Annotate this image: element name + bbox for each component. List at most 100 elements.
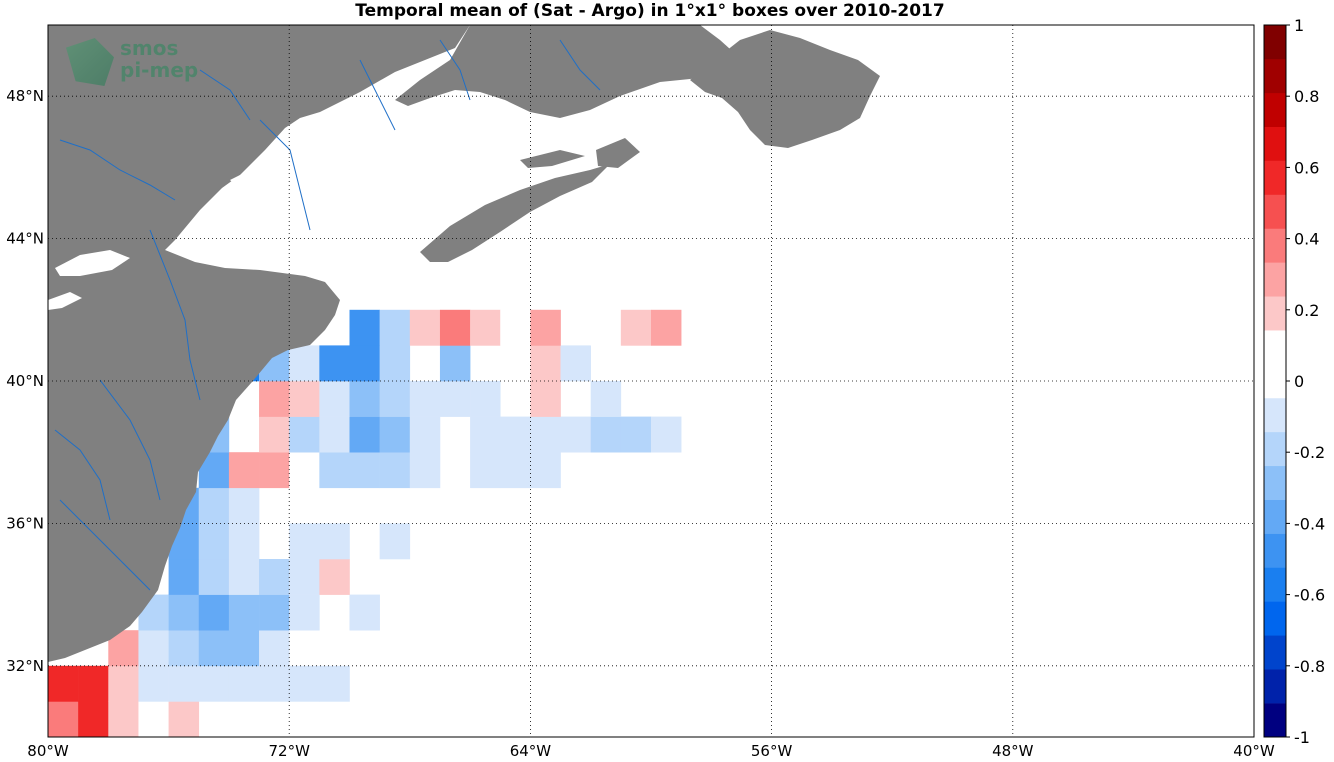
heatmap-cell bbox=[259, 630, 290, 667]
river-7 bbox=[439, 39, 471, 101]
heatmap-cell bbox=[319, 523, 350, 560]
heatmap-cell bbox=[168, 701, 200, 738]
heatmap-cell bbox=[228, 452, 260, 489]
x-tick-label: 72°W bbox=[268, 742, 310, 760]
heatmap-cell bbox=[289, 452, 320, 489]
colorbar-level bbox=[1264, 228, 1286, 263]
heatmap-cell bbox=[349, 416, 380, 453]
north-america-land bbox=[48, 25, 470, 662]
colorbar-level bbox=[1264, 92, 1286, 128]
colorbar-level bbox=[1264, 25, 1286, 60]
river-8 bbox=[559, 39, 601, 91]
heatmap-cell bbox=[439, 309, 471, 346]
heatmap-cell bbox=[259, 416, 290, 453]
heatmap-cell bbox=[470, 309, 501, 346]
heatmap-cell bbox=[48, 701, 79, 738]
river-9 bbox=[199, 69, 251, 121]
heatmap-cell bbox=[198, 594, 230, 631]
x-tick-labels: 80°W 72°W 64°W 56°W 48°W 40°W bbox=[27, 742, 1275, 760]
colorbar-level bbox=[1264, 499, 1286, 534]
heatmap-cell bbox=[409, 309, 441, 346]
heatmap-cell bbox=[138, 665, 169, 702]
heatmap-cell bbox=[620, 416, 652, 453]
river-3 bbox=[99, 379, 161, 501]
rivers bbox=[54, 39, 601, 591]
heatmap-cell bbox=[168, 665, 200, 702]
heatmap-cell bbox=[289, 523, 320, 560]
heatmap-cell bbox=[78, 665, 109, 702]
colorbar-levels bbox=[1264, 25, 1286, 738]
heatmap-cell bbox=[259, 559, 290, 595]
heatmap-cell bbox=[108, 665, 139, 702]
heatmap-cell bbox=[319, 665, 350, 702]
colorbar-level bbox=[1264, 364, 1286, 399]
colorbar-level bbox=[1264, 431, 1286, 467]
colorbar-level bbox=[1264, 160, 1286, 195]
river-2 bbox=[149, 229, 201, 401]
heatmap-cell bbox=[590, 309, 622, 346]
river-5 bbox=[259, 119, 311, 231]
heatmap-cell bbox=[590, 381, 622, 417]
heatmap-cell bbox=[439, 381, 471, 417]
y-tick-label: 40°N bbox=[6, 372, 44, 390]
colorbar-level bbox=[1264, 330, 1286, 365]
gulf-st-lawrence-north-shore bbox=[395, 25, 740, 118]
heatmap-cell bbox=[319, 416, 350, 453]
heatmap-cell bbox=[379, 309, 411, 346]
heatmap-cell bbox=[470, 452, 501, 489]
heatmap-cell bbox=[409, 452, 441, 489]
colorbar-tick-label: -0.6 bbox=[1294, 586, 1325, 605]
heatmap-cell bbox=[48, 665, 79, 702]
newfoundland bbox=[690, 30, 880, 148]
heatmap-cell bbox=[651, 309, 682, 346]
heatmap-cell bbox=[138, 701, 169, 738]
logo-text-line2: pi-mep bbox=[120, 58, 199, 82]
heatmap-cell bbox=[289, 345, 320, 382]
heatmap-cell bbox=[289, 594, 320, 631]
colorbar-tick-label: 0.2 bbox=[1294, 301, 1319, 320]
heatmap-cell bbox=[439, 345, 471, 382]
y-tick-labels: 48°N 44°N 40°N 36°N 32°N bbox=[6, 87, 44, 675]
heatmap-cell bbox=[349, 345, 380, 382]
heatmap-cell bbox=[198, 559, 230, 595]
heatmap-cell bbox=[500, 416, 531, 453]
heatmap-cell bbox=[379, 416, 411, 453]
heatmap-cell bbox=[319, 345, 350, 382]
heatmap-cell bbox=[349, 594, 380, 631]
heatmap-cell bbox=[228, 630, 260, 667]
x-tick-label: 40°W bbox=[1233, 742, 1275, 760]
colorbar-level bbox=[1264, 669, 1286, 704]
nova-scotia bbox=[420, 164, 610, 262]
heatmap-cell bbox=[168, 594, 200, 631]
heatmap-cell bbox=[349, 452, 380, 489]
heatmap-cell bbox=[198, 523, 230, 560]
plot-frame bbox=[47, 24, 1255, 738]
lake-erie bbox=[48, 292, 82, 310]
heatmap-cell bbox=[198, 630, 230, 667]
heatmap-cell bbox=[470, 381, 501, 417]
heatmap-cell bbox=[620, 309, 652, 346]
heatmap-cell bbox=[500, 452, 531, 489]
heatmap-cell bbox=[198, 665, 230, 702]
x-tick-label: 56°W bbox=[751, 742, 793, 760]
heatmap-cell bbox=[289, 665, 320, 702]
colorbar-level bbox=[1264, 465, 1286, 500]
colorbar-level bbox=[1264, 635, 1286, 670]
y-tick-label: 32°N bbox=[6, 657, 44, 675]
heatmap-cell bbox=[530, 416, 561, 453]
colorbar-tick-label: -1 bbox=[1294, 728, 1310, 747]
colorbar-tick-label: 0.6 bbox=[1294, 158, 1319, 177]
heatmap-cell bbox=[379, 452, 411, 489]
y-tick-label: 36°N bbox=[6, 514, 44, 532]
colorbar-level bbox=[1264, 194, 1286, 229]
lake-ontario bbox=[55, 250, 130, 276]
heatmap-cell bbox=[259, 594, 290, 631]
y-tick-label: 44°N bbox=[6, 230, 44, 248]
heatmap-cell bbox=[379, 523, 411, 560]
heatmap-cell bbox=[530, 309, 561, 346]
prince-edward-island bbox=[520, 150, 585, 168]
heatmap-cell bbox=[651, 416, 682, 453]
land-mass bbox=[48, 25, 880, 662]
heatmap-cell bbox=[198, 487, 230, 524]
